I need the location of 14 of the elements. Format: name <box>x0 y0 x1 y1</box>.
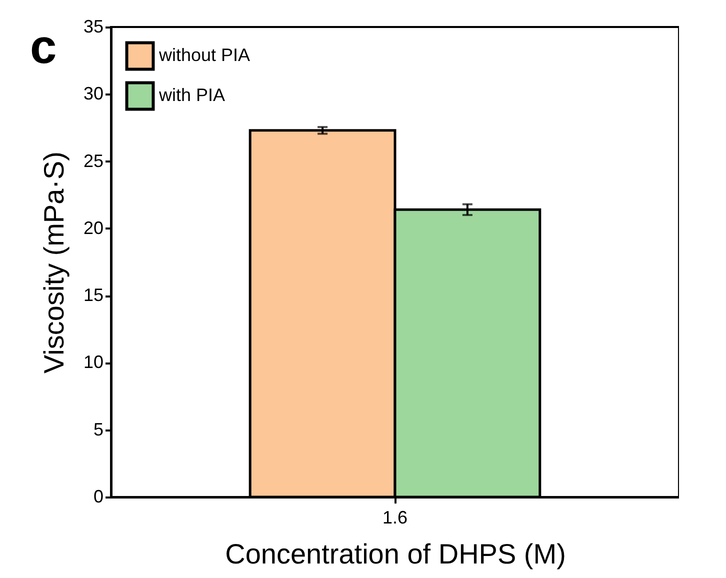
x-axis-title: Concentration of DHPS (M) <box>225 538 566 570</box>
y-tick-label: 35 <box>83 16 104 36</box>
y-axis-title: Viscosity (mPa·S) <box>38 152 70 374</box>
legend-label: without PIA <box>158 45 250 65</box>
text: c <box>30 20 57 75</box>
y-tick-label: 20 <box>83 218 104 238</box>
y-tick-label: 15 <box>83 285 104 306</box>
y-tick-label: 25 <box>83 150 104 171</box>
y-tick-label: 30 <box>83 84 104 104</box>
x-tick-label: 1.6 <box>382 508 408 528</box>
y-tick-label: 0 <box>93 486 104 506</box>
y-tick-label: 10 <box>83 352 104 372</box>
y-tick-label: 5 <box>93 419 104 440</box>
legend-label: with PIA <box>158 85 226 105</box>
